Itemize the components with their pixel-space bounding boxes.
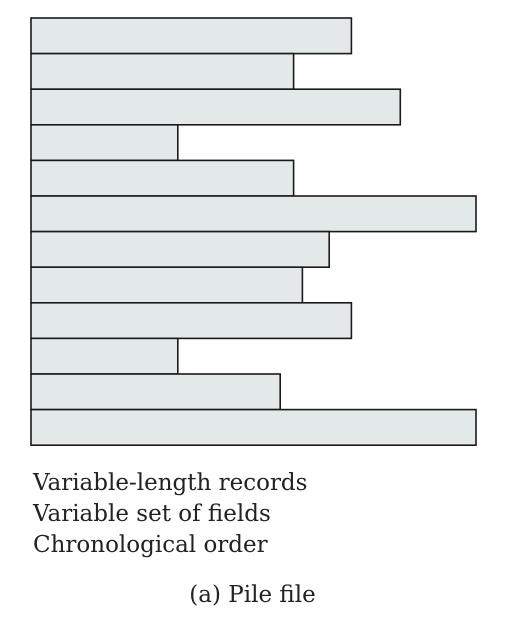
figure-caption: (a) Pile file: [0, 580, 505, 611]
record-bar-10: [31, 338, 178, 374]
record-bar-1: [31, 18, 351, 54]
record-bar-8: [31, 267, 302, 303]
record-bar-5: [31, 160, 294, 196]
record-bar-2: [31, 54, 294, 90]
record-bar-9: [31, 303, 351, 339]
record-bar-7: [31, 232, 329, 268]
note-variable-length-records: Variable-length records: [33, 468, 307, 499]
record-bar-4: [31, 125, 178, 161]
record-bar-3: [31, 89, 400, 125]
record-bar-6: [31, 196, 476, 232]
record-bar-12: [31, 410, 476, 446]
note-variable-set-of-fields: Variable set of fields: [33, 499, 307, 530]
record-bar-11: [31, 374, 280, 410]
note-chronological-order: Chronological order: [33, 530, 307, 561]
record-stack: [31, 18, 476, 445]
pile-file-notes: Variable-length records Variable set of …: [33, 468, 307, 561]
pile-file-diagram: [0, 0, 525, 460]
